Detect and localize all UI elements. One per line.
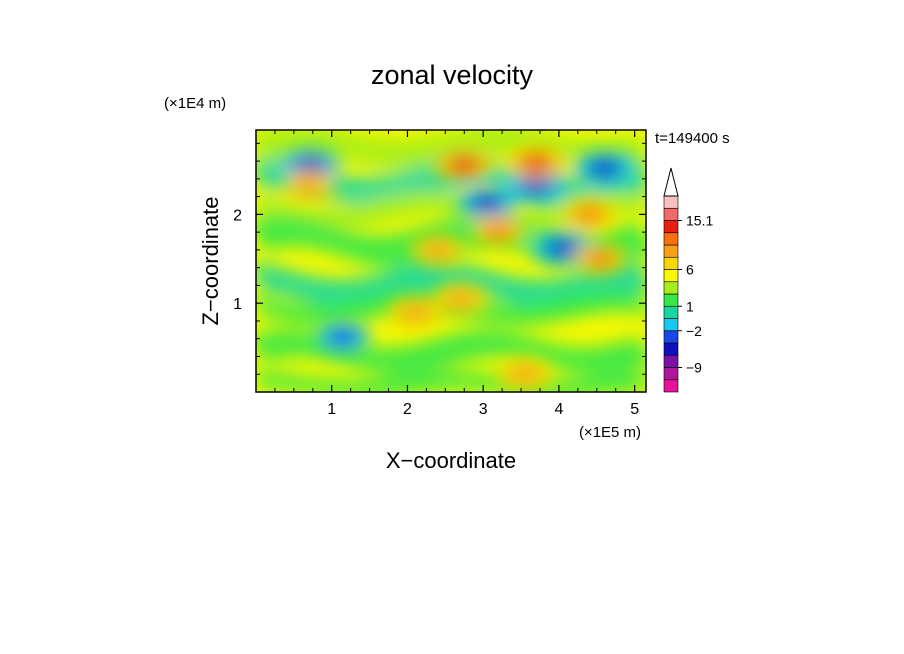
feature-core <box>585 250 616 267</box>
x-tick-label: 4 <box>554 401 563 418</box>
colorbar-segment <box>663 232 679 246</box>
feature-core <box>518 153 555 172</box>
colorbar-tick-label: 6 <box>686 262 694 278</box>
feature-core <box>574 206 605 223</box>
feature-core <box>445 290 476 307</box>
velocity-band <box>256 371 646 392</box>
colorbar-tick-label: 15.1 <box>686 213 713 229</box>
colorbar-extension <box>663 167 679 197</box>
colorbar-segment <box>663 354 679 368</box>
x-tick-label: 2 <box>403 401 412 418</box>
colorbar-tick-label: 1 <box>686 298 694 314</box>
colorbar-segment <box>663 207 679 221</box>
velocity-band <box>256 191 646 229</box>
y-tick-label: 2 <box>233 207 242 224</box>
velocity-band <box>256 329 646 375</box>
feature-core <box>544 239 581 258</box>
x-tick-label: 5 <box>630 401 639 418</box>
colorbar-segment <box>663 281 679 295</box>
colorbar-segment <box>663 305 679 319</box>
feature-core <box>586 159 623 178</box>
feature-core <box>509 366 540 383</box>
colorbar-segment <box>663 220 679 234</box>
colorbar-segment <box>663 342 679 356</box>
colorbar-segment <box>663 293 679 307</box>
colorbar-segment <box>663 195 679 209</box>
y-axis-label: Z−coordinate <box>198 196 223 325</box>
feature-core <box>292 156 329 175</box>
colorbar: 15.1 6 1 −2 −9 <box>663 167 713 393</box>
x-tick-label: 1 <box>327 401 336 418</box>
colorbar-segment <box>663 256 679 270</box>
plot-area <box>256 130 646 392</box>
colorbar-tick-label: −9 <box>686 360 702 376</box>
feature-core <box>468 193 505 212</box>
colorbar-segment <box>663 367 679 381</box>
x-scale-label: (×1E5 m) <box>579 424 641 441</box>
feature-core <box>400 304 431 321</box>
feature-core <box>518 176 555 195</box>
colorbar-tick-label: −2 <box>686 323 702 339</box>
y-tick-label: 1 <box>233 296 242 313</box>
x-axis-label: X−coordinate <box>386 448 516 473</box>
colorbar-segment <box>663 330 679 344</box>
colorbar-segment <box>663 244 679 258</box>
plot-frame <box>255 129 647 393</box>
x-tick-label: 3 <box>479 401 488 418</box>
chart-title: zonal velocity <box>371 60 534 90</box>
velocity-features <box>280 146 635 390</box>
feature-core <box>328 328 359 345</box>
feature-core <box>294 177 325 194</box>
y-scale-label: (×1E4 m) <box>164 95 226 112</box>
time-label: t=149400 s <box>655 130 730 147</box>
feature-core <box>446 156 483 175</box>
y-axis-ticks: 12 <box>233 142 646 375</box>
colorbar-segment <box>663 379 679 393</box>
colorbar-segment <box>663 318 679 332</box>
x-axis-ticks: 1 2 3 4 5 <box>274 130 639 418</box>
colorbar-segment <box>663 269 679 283</box>
feature-core <box>483 222 514 239</box>
feature-core <box>422 241 453 258</box>
